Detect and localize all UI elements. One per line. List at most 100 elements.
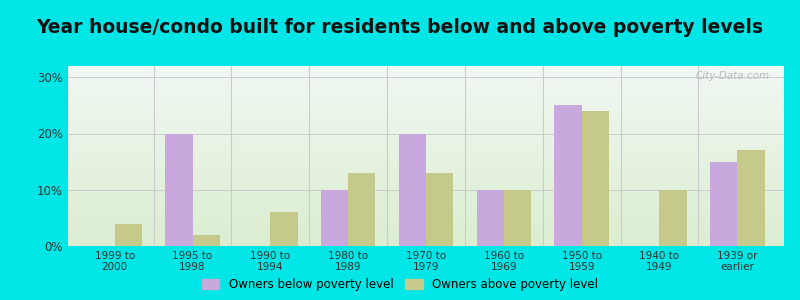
- Bar: [68, 211, 784, 212]
- Bar: [68, 220, 784, 221]
- Bar: [68, 166, 784, 167]
- Bar: [68, 87, 784, 88]
- Bar: [68, 74, 784, 75]
- Bar: [68, 235, 784, 236]
- Bar: [738, 150, 765, 246]
- Bar: [68, 79, 784, 80]
- Bar: [68, 73, 784, 74]
- Bar: [68, 126, 784, 127]
- Bar: [477, 190, 504, 246]
- Bar: [68, 137, 784, 138]
- Bar: [68, 240, 784, 241]
- Bar: [68, 181, 784, 182]
- Bar: [68, 146, 784, 147]
- Bar: [68, 214, 784, 215]
- Bar: [68, 206, 784, 207]
- Bar: [68, 233, 784, 234]
- Bar: [68, 185, 784, 186]
- Bar: [68, 67, 784, 68]
- Bar: [68, 194, 784, 195]
- Bar: [659, 190, 686, 246]
- Bar: [68, 176, 784, 177]
- Bar: [68, 128, 784, 129]
- Bar: [68, 177, 784, 178]
- Bar: [68, 196, 784, 197]
- Bar: [68, 189, 784, 190]
- Bar: [68, 139, 784, 140]
- Bar: [68, 163, 784, 164]
- Bar: [68, 228, 784, 229]
- Bar: [68, 97, 784, 98]
- Bar: [68, 152, 784, 153]
- Bar: [68, 129, 784, 130]
- Bar: [68, 192, 784, 193]
- Bar: [554, 105, 582, 246]
- Bar: [68, 90, 784, 91]
- Bar: [68, 133, 784, 134]
- Bar: [68, 135, 784, 136]
- Bar: [68, 227, 784, 228]
- Bar: [68, 78, 784, 79]
- Bar: [68, 117, 784, 118]
- Bar: [68, 157, 784, 158]
- Bar: [114, 224, 142, 246]
- Bar: [68, 161, 784, 162]
- Bar: [68, 221, 784, 222]
- Bar: [68, 187, 784, 188]
- Bar: [68, 230, 784, 231]
- Bar: [68, 111, 784, 112]
- Bar: [68, 244, 784, 245]
- Bar: [321, 190, 348, 246]
- Bar: [68, 72, 784, 73]
- Bar: [68, 224, 784, 225]
- Bar: [68, 170, 784, 171]
- Bar: [166, 134, 193, 246]
- Bar: [68, 193, 784, 194]
- Bar: [68, 106, 784, 107]
- Bar: [710, 162, 738, 246]
- Bar: [68, 200, 784, 201]
- Bar: [68, 182, 784, 183]
- Bar: [348, 173, 375, 246]
- Bar: [68, 236, 784, 237]
- Legend: Owners below poverty level, Owners above poverty level: Owners below poverty level, Owners above…: [202, 278, 598, 291]
- Bar: [504, 190, 531, 246]
- Bar: [68, 198, 784, 199]
- Bar: [426, 173, 454, 246]
- Bar: [68, 204, 784, 205]
- Bar: [68, 116, 784, 117]
- Bar: [68, 150, 784, 151]
- Bar: [68, 125, 784, 126]
- Bar: [68, 168, 784, 169]
- Bar: [68, 210, 784, 211]
- Bar: [68, 145, 784, 146]
- Bar: [68, 199, 784, 200]
- Bar: [68, 96, 784, 97]
- Bar: [68, 127, 784, 128]
- Bar: [68, 105, 784, 106]
- Bar: [68, 188, 784, 189]
- Bar: [68, 234, 784, 235]
- Bar: [68, 124, 784, 125]
- Bar: [193, 235, 220, 246]
- Bar: [68, 201, 784, 202]
- Bar: [68, 174, 784, 175]
- Bar: [68, 165, 784, 166]
- Bar: [68, 77, 784, 78]
- Bar: [68, 245, 784, 246]
- Bar: [68, 118, 784, 119]
- Bar: [68, 184, 784, 185]
- Bar: [68, 98, 784, 99]
- Bar: [68, 94, 784, 95]
- Bar: [68, 103, 784, 104]
- Bar: [68, 80, 784, 81]
- Bar: [68, 212, 784, 213]
- Bar: [68, 113, 784, 114]
- Bar: [68, 136, 784, 137]
- Bar: [68, 134, 784, 135]
- Bar: [68, 112, 784, 113]
- Bar: [68, 144, 784, 145]
- Bar: [68, 85, 784, 86]
- Bar: [68, 140, 784, 141]
- Bar: [68, 82, 784, 83]
